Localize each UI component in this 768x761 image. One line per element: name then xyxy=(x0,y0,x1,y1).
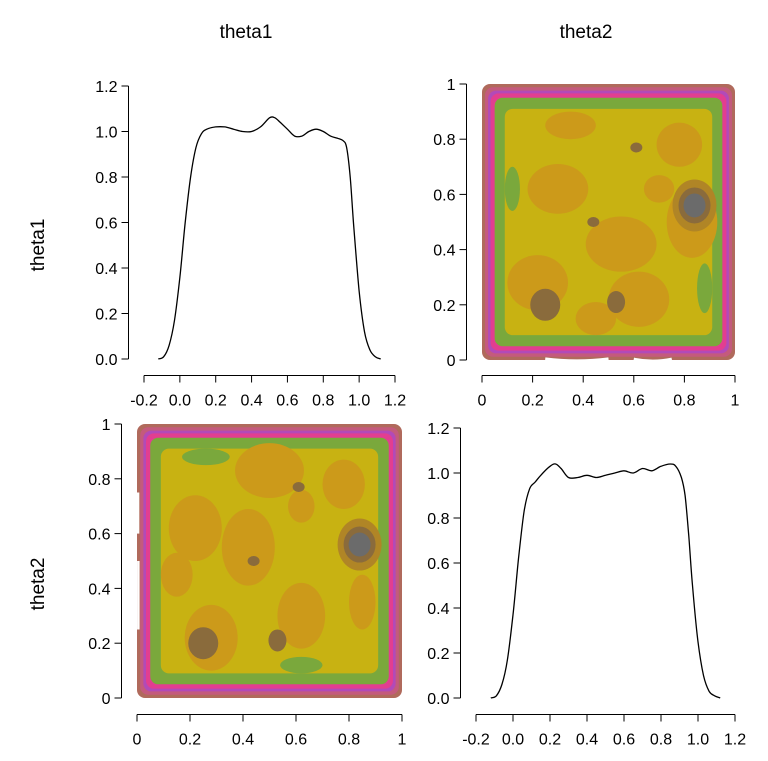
x-tick-label: 0.0 xyxy=(169,393,191,410)
y-tick-label: 1.0 xyxy=(95,125,117,142)
contour-region xyxy=(168,495,222,561)
x-tick-label: -0.2 xyxy=(130,393,158,410)
y-tick-label: 1 xyxy=(102,417,111,434)
contour-region xyxy=(280,656,323,674)
y-tick-label: 1.2 xyxy=(427,421,449,438)
y-tick-label: 0.2 xyxy=(427,646,449,663)
contour-peak xyxy=(292,482,305,493)
contour-peak xyxy=(247,556,260,566)
y-tick-label: 0.6 xyxy=(427,556,449,573)
contour-peak xyxy=(348,532,371,557)
x-tick-label: 0 xyxy=(133,732,142,749)
density-line-theta1 xyxy=(158,116,381,360)
x-tick-label: 0.8 xyxy=(650,732,672,749)
row-label-theta1: theta1 xyxy=(28,219,49,272)
panel-density-theta1: -0.2 0.0 0.2 0.4 0.6 0.8 1.0 1.2 0.0 0.2 0.4 0.6 0.… xyxy=(95,79,406,410)
column-label-theta2: theta2 xyxy=(560,22,613,43)
panel-contour-theta2-theta1: 0 0.2 0.4 0.6 0.8 1 0 0.2 0.4 0.6 0.8 1 xyxy=(88,417,406,749)
x-tick-label: -0.2 xyxy=(462,732,490,749)
y-tick-label: 0.8 xyxy=(433,132,455,149)
x-tick-label: 0.4 xyxy=(232,732,254,749)
y-tick-label: 1.0 xyxy=(427,466,449,483)
contour-region xyxy=(643,175,675,203)
x-tick-label: 0 xyxy=(478,393,487,410)
y-tick-label: 0.6 xyxy=(88,527,110,544)
contour-region xyxy=(235,443,304,498)
contour-peak xyxy=(530,288,561,321)
y-tick-label: 0.6 xyxy=(433,187,455,204)
contour-region xyxy=(585,216,657,272)
contour-region xyxy=(656,122,703,167)
y-tick-label: 0.4 xyxy=(427,601,449,618)
y-tick-label: 1.2 xyxy=(95,79,117,96)
x-tick-label: 0.6 xyxy=(285,732,307,749)
x-tick-label: 0.6 xyxy=(276,393,298,410)
x-tick-label: 0.6 xyxy=(623,393,645,410)
y-tick-label: 0 xyxy=(447,353,456,370)
y-tick-label: 0.6 xyxy=(95,216,117,233)
density-line-theta2 xyxy=(490,463,721,699)
contour-region xyxy=(697,263,713,314)
contour-region xyxy=(545,111,596,140)
y-tick-label: 0.2 xyxy=(433,298,455,315)
contour-peak xyxy=(607,291,626,314)
y-tick-label: 0.0 xyxy=(95,352,117,369)
contour-region xyxy=(322,459,365,509)
contour-region xyxy=(288,489,315,523)
x-tick-label: 0.6 xyxy=(613,732,635,749)
y-tick-label: 0.4 xyxy=(95,261,117,278)
panel-density-theta2: -0.2 0.0 0.2 0.4 0.6 0.8 1.0 1.2 0.0 0.2 0.4 0.6 0.… xyxy=(427,421,746,749)
x-tick-label: 0.8 xyxy=(338,732,360,749)
x-tick-label: 0.4 xyxy=(240,393,262,410)
x-tick-label: 0.8 xyxy=(673,393,695,410)
y-tick-label: 0.4 xyxy=(433,243,455,260)
x-tick-label: 0.2 xyxy=(179,732,201,749)
y-tick-label: 0.4 xyxy=(88,581,110,598)
x-tick-label: 0.2 xyxy=(521,393,543,410)
x-tick-label: 1 xyxy=(731,393,740,410)
contour-peak xyxy=(587,217,600,227)
y-tick-label: 0 xyxy=(102,691,111,708)
x-tick-label: 0.8 xyxy=(312,393,334,410)
y-tick-label: 0.2 xyxy=(95,307,117,324)
x-tick-label: 1.0 xyxy=(348,393,370,410)
x-tick-label: 0.2 xyxy=(205,393,227,410)
contour-region xyxy=(504,166,520,211)
contour-rim xyxy=(633,357,672,360)
column-label-theta1: theta1 xyxy=(220,22,273,43)
contour-peak xyxy=(188,627,219,660)
contour-region xyxy=(527,164,589,214)
contour-region xyxy=(277,582,326,649)
contour-rim xyxy=(545,357,609,360)
x-tick-label: 0.4 xyxy=(576,732,598,749)
row-label-theta2: theta2 xyxy=(28,558,49,611)
x-tick-label: 0.4 xyxy=(572,393,594,410)
contour-region xyxy=(608,271,670,327)
contour-peak xyxy=(630,142,643,153)
y-tick-label: 0.0 xyxy=(427,691,449,708)
y-tick-label: 0.8 xyxy=(427,511,449,528)
contour-peak xyxy=(683,193,706,218)
y-tick-label: 0.8 xyxy=(88,472,110,489)
x-tick-label: 1.2 xyxy=(724,732,746,749)
y-tick-label: 0.2 xyxy=(88,636,110,653)
contour-region xyxy=(575,302,617,336)
x-tick-label: 0.0 xyxy=(502,732,524,749)
x-tick-label: 1.0 xyxy=(687,732,709,749)
y-tick-label: 0.8 xyxy=(95,170,117,187)
y-tick-label: 1 xyxy=(447,77,456,94)
contour-region xyxy=(182,448,230,466)
contour-region xyxy=(221,508,275,586)
contour-region xyxy=(349,574,376,630)
x-tick-label: 1.2 xyxy=(384,393,406,410)
x-tick-label: 0.2 xyxy=(539,732,561,749)
contour-peak xyxy=(268,629,287,652)
contour-region xyxy=(160,552,193,597)
x-tick-label: 1 xyxy=(398,732,407,749)
panel-contour-theta1-theta2: 0 0.2 0.4 0.6 0.8 1 0 0.2 0.4 0.6 0.8 1 xyxy=(433,77,739,410)
